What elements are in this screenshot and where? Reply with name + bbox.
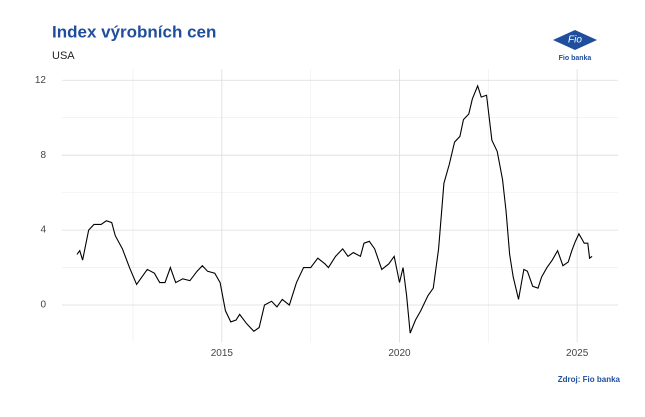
data-line xyxy=(76,84,593,334)
y-tick-label: 4 xyxy=(40,225,46,236)
chart-subtitle: USA xyxy=(52,50,75,62)
x-tick-label: 2015 xyxy=(211,348,234,359)
logo-mark: Fio xyxy=(568,35,582,46)
logo-flag xyxy=(553,30,597,50)
logo: Fio Fio banka xyxy=(553,30,597,62)
source-note: Zdroj: Fio banka xyxy=(558,375,621,384)
x-tick-label: 2020 xyxy=(388,348,411,359)
y-tick-label: 0 xyxy=(40,300,46,311)
x-tick-label: 2025 xyxy=(566,348,589,359)
logo-text: Fio banka xyxy=(559,55,592,62)
chart-title: Index výrobních cen xyxy=(52,22,216,41)
y-tick-label: 8 xyxy=(40,150,46,161)
y-tick-label: 12 xyxy=(35,75,47,86)
